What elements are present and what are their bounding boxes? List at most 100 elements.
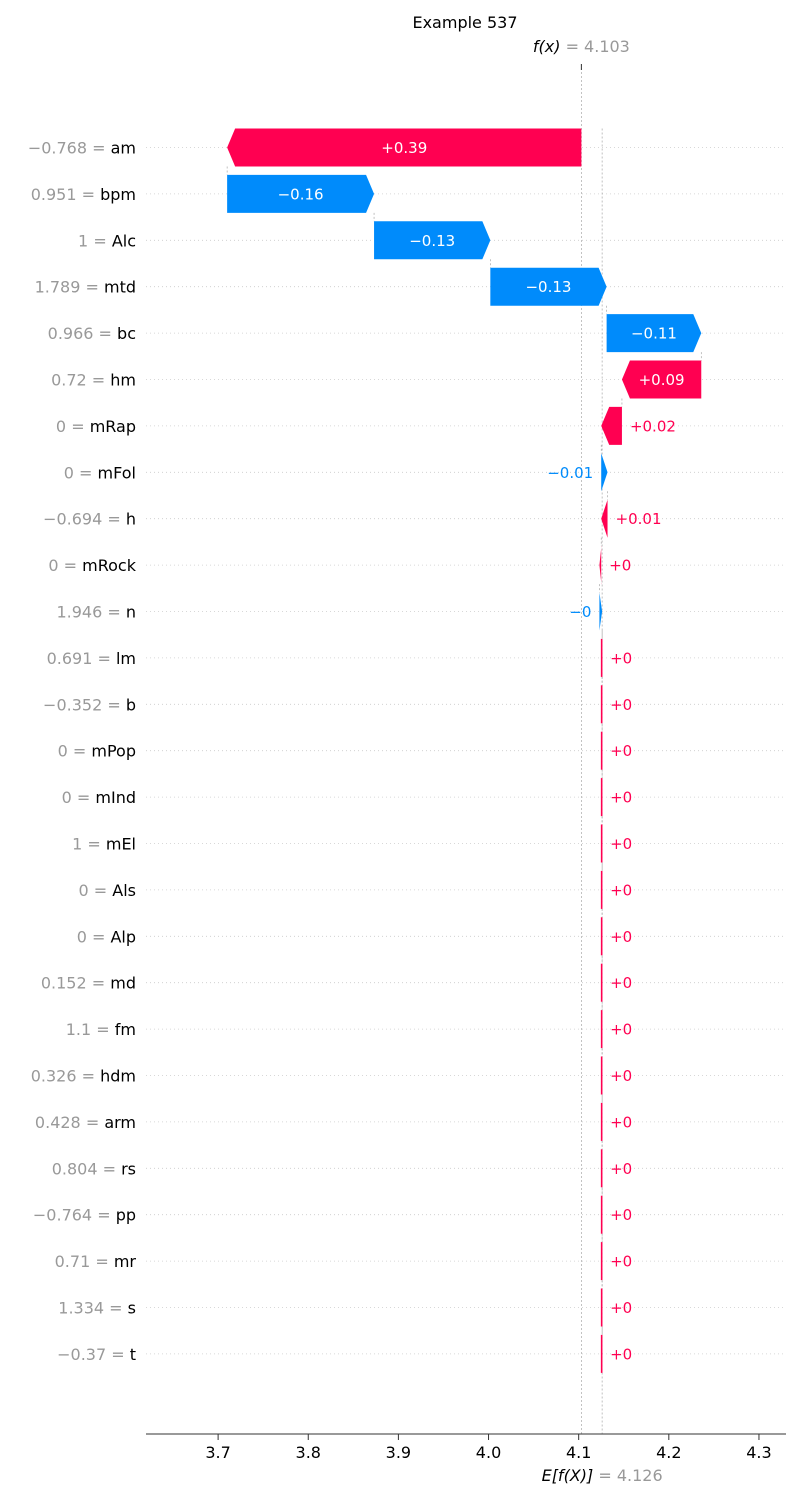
feature-label-bpm: 0.951 = bpm — [31, 185, 136, 204]
x-tick-label: 3.7 — [205, 1443, 230, 1462]
bar-label-n: −0 — [569, 603, 591, 621]
bar-label-hm: +0.09 — [639, 371, 685, 389]
bar-lm — [600, 638, 603, 677]
x-tick-label: 3.9 — [386, 1443, 411, 1462]
bar-hdm — [600, 1056, 603, 1095]
bar-t — [600, 1334, 603, 1373]
feature-value: 1.334 = — [58, 1299, 127, 1318]
ex-label: E[f(X)] = 4.126 — [542, 1466, 663, 1485]
bar-mInd — [600, 778, 603, 817]
feature-name: mtd — [104, 278, 136, 297]
chart-title: Example 537 — [412, 13, 517, 32]
bar-label-Alc: −0.13 — [409, 232, 455, 250]
feature-name: mInd — [95, 788, 136, 807]
feature-value: 0.72 = — [51, 371, 110, 390]
bar-label-Als: +0 — [610, 881, 632, 899]
feature-value: 1 = — [72, 835, 106, 854]
feature-label-mPop: 0 = mPop — [58, 742, 136, 761]
feature-value: 0.428 = — [35, 1113, 104, 1132]
bar-s — [600, 1288, 603, 1327]
bar-label-mFol: −0.01 — [547, 464, 593, 482]
feature-label-n: 1.946 = n — [56, 603, 136, 622]
bar-fm — [600, 1010, 603, 1049]
bar-label-md: +0 — [610, 974, 632, 992]
feature-label-h: −0.694 = h — [43, 510, 136, 529]
feature-label-md: 0.152 = md — [41, 974, 136, 993]
bar-label-lm: +0 — [610, 649, 632, 667]
feature-value: −0.764 = — [33, 1206, 116, 1225]
feature-value: −0.694 = — [43, 510, 126, 529]
bar-b — [600, 685, 603, 724]
feature-value: 1.789 = — [35, 278, 104, 297]
bar-label-arm: +0 — [610, 1113, 632, 1131]
bar-bc — [606, 314, 702, 353]
feature-name: hdm — [100, 1067, 136, 1086]
bar-mFol — [601, 453, 608, 492]
feature-label-Alp: 0 = Alp — [77, 927, 136, 946]
bar-am — [227, 128, 582, 167]
feature-label-bc: 0.966 = bc — [48, 324, 136, 343]
feature-label-t: −0.37 = t — [57, 1345, 136, 1364]
feature-value: 0 = — [79, 881, 113, 900]
bar-hm — [621, 360, 702, 399]
bar-label-fm: +0 — [610, 1021, 632, 1039]
feature-label-mtd: 1.789 = mtd — [35, 278, 136, 297]
feature-name: Alp — [110, 927, 136, 946]
feature-value: 0.71 = — [55, 1252, 114, 1271]
feature-value: 0 = — [64, 463, 98, 482]
bar-bpm — [227, 174, 375, 213]
feature-value: 0.152 = — [41, 974, 110, 993]
feature-label-hdm: 0.326 = hdm — [31, 1067, 136, 1086]
feature-name: arm — [104, 1113, 136, 1132]
bar-label-bc: −0.11 — [631, 325, 677, 343]
fx-label: f(x) = 4.103 — [533, 37, 630, 56]
feature-name: pp — [116, 1206, 136, 1225]
bar-mRock — [599, 546, 602, 585]
bar-label-am: +0.39 — [381, 139, 427, 157]
bar-n — [599, 592, 603, 631]
bar-pp — [600, 1195, 603, 1234]
bar-label-bpm: −0.16 — [278, 185, 324, 203]
feature-label-mFol: 0 = mFol — [64, 463, 136, 482]
feature-label-arm: 0.428 = arm — [35, 1113, 136, 1132]
feature-name: hm — [110, 371, 136, 390]
bar-label-rs: +0 — [610, 1160, 632, 1178]
bar-label-mRap: +0.02 — [630, 417, 676, 435]
bar-arm — [600, 1102, 603, 1141]
feature-value: 0 = — [48, 556, 82, 575]
bar-mEl — [600, 824, 603, 863]
bar-mPop — [600, 731, 603, 770]
bar-h — [601, 499, 608, 538]
bar-label-Alp: +0 — [610, 928, 632, 946]
feature-value: 0 = — [62, 788, 96, 807]
feature-label-Als: 0 = Als — [79, 881, 137, 900]
fx-symbol: f(x) — [533, 37, 566, 56]
feature-name: Als — [112, 881, 136, 900]
feature-value: 0.326 = — [31, 1067, 100, 1086]
feature-label-mRap: 0 = mRap — [56, 417, 136, 436]
feature-value: 1.946 = — [56, 603, 125, 622]
bar-mtd — [490, 267, 607, 306]
feature-value: 0 = — [77, 927, 111, 946]
feature-label-lm: 0.691 = lm — [47, 649, 136, 668]
feature-label-mInd: 0 = mInd — [62, 788, 136, 807]
feature-name: mRock — [82, 556, 137, 575]
feature-value: 0.966 = — [48, 324, 117, 343]
bar-md — [600, 963, 603, 1002]
feature-name: mFol — [98, 463, 136, 482]
feature-name: mEl — [106, 835, 136, 854]
bar-label-hdm: +0 — [610, 1067, 632, 1085]
feature-label-am: −0.768 = am — [28, 139, 136, 158]
feature-label-s: 1.334 = s — [58, 1299, 136, 1318]
feature-name: mRap — [90, 417, 136, 436]
bar-label-mPop: +0 — [610, 742, 632, 760]
bar-label-t: +0 — [610, 1345, 632, 1363]
x-tick-label: 4.1 — [566, 1443, 591, 1462]
feature-name: mr — [114, 1252, 137, 1271]
feature-value: 1.1 = — [66, 1020, 115, 1039]
bar-label-mRock: +0 — [609, 557, 631, 575]
feature-name: bc — [117, 324, 136, 343]
bar-Als — [600, 870, 603, 909]
feature-value: −0.352 = — [43, 695, 126, 714]
